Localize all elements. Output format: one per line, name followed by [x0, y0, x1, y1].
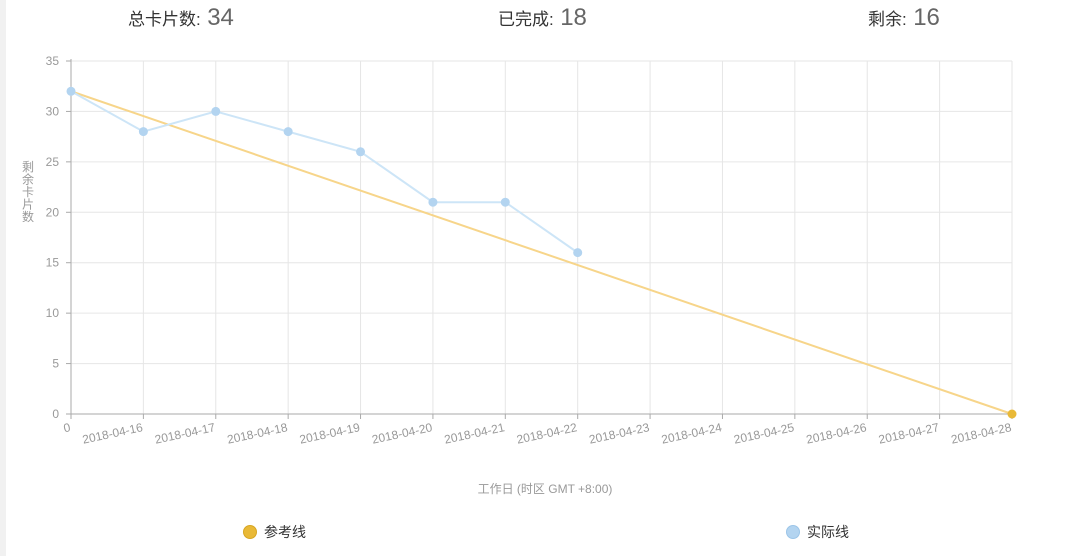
y-tick-label: 20	[46, 205, 60, 219]
series-0-point[interactable]	[1007, 409, 1017, 419]
stats-bar: 总卡片数: 34 已完成: 18 剩余: 16	[0, 0, 1083, 40]
y-tick-label: 25	[46, 155, 60, 169]
stat-remaining-label: 剩余:	[868, 10, 907, 29]
legend-actual-label: 实际线	[807, 524, 849, 540]
grid	[71, 60, 1013, 414]
x-tick-label: 2018-04-17	[153, 420, 216, 447]
legend-reference-marker-icon	[243, 525, 257, 539]
axes	[66, 59, 1013, 419]
series-1-point[interactable]	[211, 106, 221, 116]
x-tick-label: 2018-04-19	[298, 420, 361, 447]
stat-done-value: 18	[560, 4, 587, 31]
x-tick-label: 2018-04-24	[660, 420, 723, 447]
x-tick-labels: 0 2018-04-16 2018-04-17 2018-04-18 2018-04-1…	[62, 420, 1013, 447]
legend-reference-label: 参考线	[264, 524, 306, 540]
stat-done: 已完成: 18	[498, 4, 587, 34]
x-tick-label: 2018-04-28	[950, 420, 1013, 447]
burndown-chart: 0 5 10 15 20 25 30 35 0 2018-04-16 2018-04-17 2018…	[22, 54, 1017, 496]
legend-item-reference[interactable]: 参考线	[243, 522, 306, 544]
y-tick-label: 0	[52, 407, 59, 421]
x-tick-label: 2018-04-27	[877, 420, 940, 447]
y-tick-label: 15	[46, 256, 60, 270]
series-1-point[interactable]	[573, 248, 583, 258]
series-1-point[interactable]	[66, 86, 76, 96]
y-axis-title-char: 数	[22, 209, 34, 224]
y-tick-label: 5	[52, 357, 59, 371]
stat-remaining-value: 16	[913, 4, 940, 31]
x-tick-label: 0	[62, 420, 72, 435]
x-axis-title: 工作日 (时区 GMT +8:00)	[478, 482, 613, 496]
legend-actual-marker-icon	[786, 525, 800, 539]
y-tick-label: 30	[46, 104, 60, 118]
stat-total-value: 34	[207, 4, 234, 31]
y-tick-label: 10	[46, 306, 60, 320]
x-tick-label: 2018-04-26	[805, 420, 868, 447]
series-line-1	[70, 90, 579, 254]
y-axis-title-char: 剩	[22, 160, 34, 174]
x-tick-label: 2018-04-20	[371, 420, 434, 447]
stat-remaining: 剩余: 16	[868, 4, 940, 34]
series	[66, 86, 1017, 419]
x-tick-label: 2018-04-23	[588, 420, 651, 447]
y-tick-labels: 0 5 10 15 20 25 30 35	[46, 54, 60, 421]
x-tick-label: 2018-04-18	[226, 420, 289, 447]
y-axis-title-char: 卡	[22, 185, 34, 199]
series-line-0	[70, 90, 1013, 415]
y-axis-title: 剩余卡片数	[22, 160, 34, 224]
x-tick-label: 2018-04-25	[733, 420, 796, 447]
x-tick-label: 2018-04-21	[443, 420, 506, 447]
series-1-point[interactable]	[283, 127, 293, 137]
x-tick-label: 2018-04-22	[515, 420, 578, 447]
x-tick-label: 2018-04-16	[81, 420, 144, 447]
series-1-point[interactable]	[428, 197, 438, 207]
series-1-point[interactable]	[138, 127, 148, 137]
series-1-point[interactable]	[356, 147, 366, 157]
legend-item-actual[interactable]: 实际线	[786, 522, 849, 544]
y-axis-title-char: 余	[22, 172, 34, 187]
y-axis-title-char: 片	[22, 198, 34, 212]
y-tick-label: 35	[46, 54, 60, 68]
left-rail	[0, 0, 6, 556]
stat-done-label: 已完成:	[498, 10, 554, 29]
series-1-point[interactable]	[500, 197, 510, 207]
stat-total: 总卡片数: 34	[128, 4, 234, 34]
stat-total-label: 总卡片数:	[128, 10, 201, 29]
